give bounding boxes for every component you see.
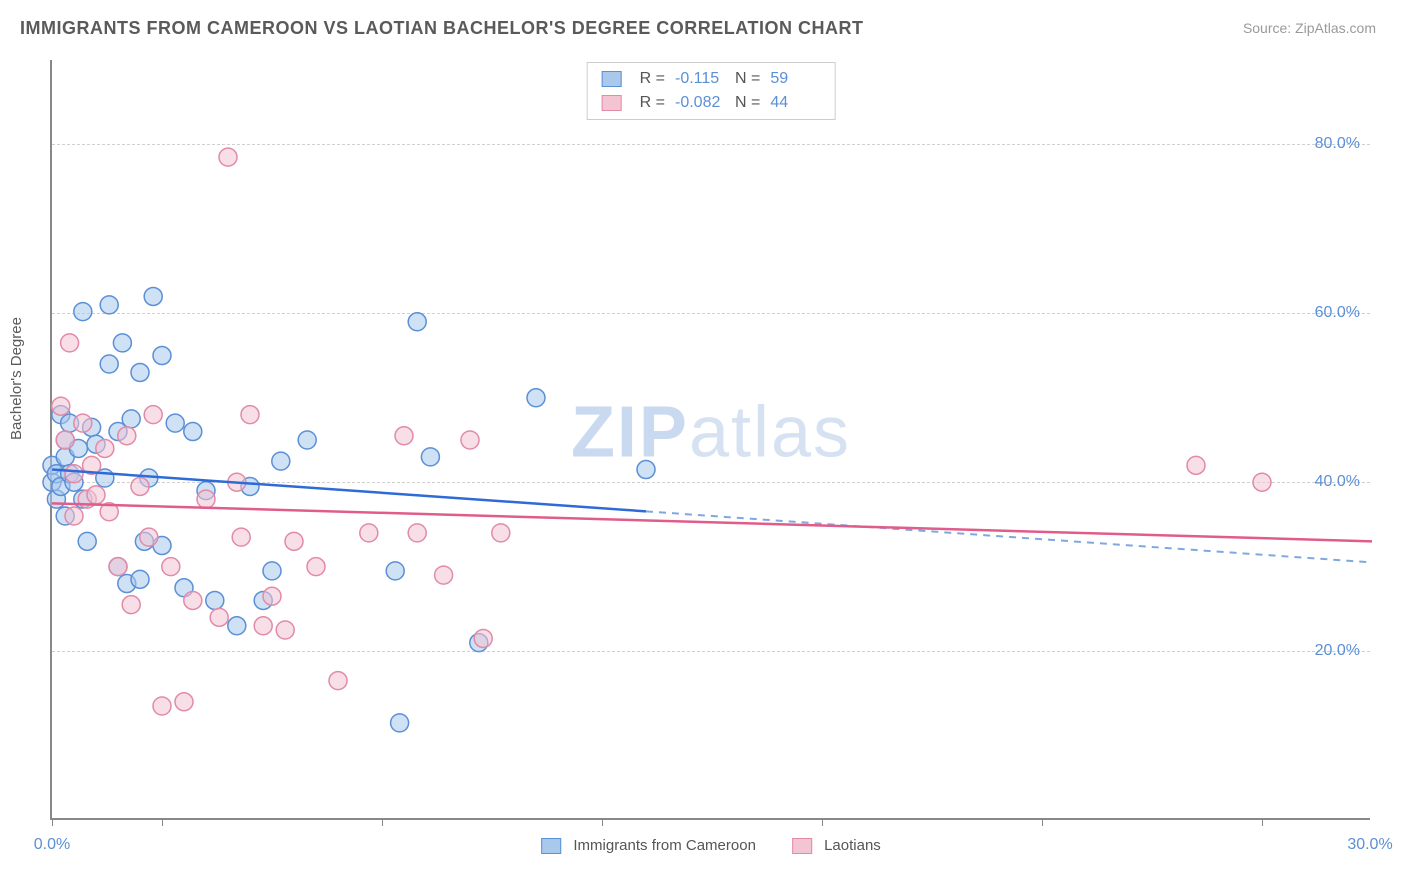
scatter-point-laotians [109,558,127,576]
swatch-cameroon-icon [541,838,561,854]
scatter-point-cameroon [78,532,96,550]
r-value-laotians: -0.082 [675,91,725,115]
n-value-cameroon: 59 [770,67,820,91]
scatter-point-cameroon [263,562,281,580]
swatch-cameroon-icon [602,71,622,87]
scatter-point-laotians [408,524,426,542]
scatter-point-cameroon [100,355,118,373]
scatter-point-cameroon [408,313,426,331]
scatter-point-cameroon [144,287,162,305]
scatter-point-laotians [461,431,479,449]
scatter-point-laotians [74,414,92,432]
source-attribution: Source: ZipAtlas.com [1243,20,1376,36]
x-tick [602,818,603,826]
r-label: R = [640,91,665,115]
scatter-point-laotians [254,617,272,635]
legend-item-laotians: Laotians [792,837,881,854]
correlation-stats-box: R = -0.115 N = 59 R = -0.082 N = 44 [587,62,836,120]
scatter-point-cameroon [298,431,316,449]
trend-line-dashed-cameroon [646,511,1372,562]
scatter-point-laotians [285,532,303,550]
scatter-point-laotians [118,427,136,445]
x-tick [162,818,163,826]
x-tick [382,818,383,826]
scatter-point-cameroon [421,448,439,466]
scatter-point-laotians [329,672,347,690]
stats-row-cameroon: R = -0.115 N = 59 [602,67,821,91]
scatter-point-laotians [65,507,83,525]
scatter-point-cameroon [228,617,246,635]
scatter-point-laotians [140,528,158,546]
x-tick-label-min: 0.0% [34,836,70,854]
scatter-point-laotians [184,591,202,609]
scatter-point-cameroon [386,562,404,580]
scatter-point-cameroon [184,423,202,441]
stats-row-laotians: R = -0.082 N = 44 [602,91,821,115]
r-label: R = [640,67,665,91]
scatter-point-laotians [1187,456,1205,474]
scatter-point-cameroon [206,591,224,609]
scatter-point-laotians [210,608,228,626]
bottom-legend: Immigrants from Cameroon Laotians [541,837,881,854]
x-tick [52,818,53,826]
scatter-point-laotians [162,558,180,576]
n-label: N = [735,67,760,91]
scatter-point-laotians [56,431,74,449]
scatter-point-cameroon [391,714,409,732]
scatter-point-laotians [61,334,79,352]
scatter-point-cameroon [131,363,149,381]
scatter-point-laotians [263,587,281,605]
scatter-point-laotians [474,629,492,647]
scatter-point-laotians [197,490,215,508]
legend-label-laotians: Laotians [824,837,881,854]
scatter-point-cameroon [637,461,655,479]
scatter-point-laotians [87,486,105,504]
legend-label-cameroon: Immigrants from Cameroon [573,837,756,854]
scatter-point-laotians [276,621,294,639]
scatter-point-laotians [175,693,193,711]
scatter-point-cameroon [74,303,92,321]
swatch-laotians-icon [602,95,622,111]
scatter-point-laotians [122,596,140,614]
r-value-cameroon: -0.115 [675,67,725,91]
scatter-point-cameroon [100,296,118,314]
scatter-point-laotians [131,477,149,495]
scatter-point-laotians [360,524,378,542]
chart-title: IMMIGRANTS FROM CAMEROON VS LAOTIAN BACH… [20,18,863,39]
n-label: N = [735,91,760,115]
n-value-laotians: 44 [770,91,820,115]
scatter-point-laotians [492,524,510,542]
scatter-point-laotians [241,406,259,424]
scatter-point-laotians [1253,473,1271,491]
plot-area: ZIPatlas 20.0%40.0%60.0%80.0% R = -0.115… [50,60,1370,820]
scatter-point-cameroon [166,414,184,432]
y-axis-title: Bachelor's Degree [8,317,25,440]
x-tick [1262,818,1263,826]
x-tick-label-max: 30.0% [1347,836,1392,854]
scatter-point-laotians [52,397,70,415]
scatter-point-laotians [395,427,413,445]
scatter-point-laotians [307,558,325,576]
swatch-laotians-icon [792,838,812,854]
scatter-point-cameroon [272,452,290,470]
x-tick [1042,818,1043,826]
scatter-point-laotians [65,465,83,483]
scatter-plot-svg [52,60,1370,818]
scatter-point-laotians [96,439,114,457]
scatter-point-cameroon [153,347,171,365]
scatter-point-cameroon [131,570,149,588]
scatter-point-laotians [219,148,237,166]
scatter-point-laotians [153,697,171,715]
scatter-point-cameroon [122,410,140,428]
x-tick [822,818,823,826]
scatter-point-cameroon [527,389,545,407]
scatter-point-laotians [144,406,162,424]
legend-item-cameroon: Immigrants from Cameroon [541,837,756,854]
scatter-point-cameroon [113,334,131,352]
scatter-point-laotians [232,528,250,546]
scatter-point-laotians [435,566,453,584]
